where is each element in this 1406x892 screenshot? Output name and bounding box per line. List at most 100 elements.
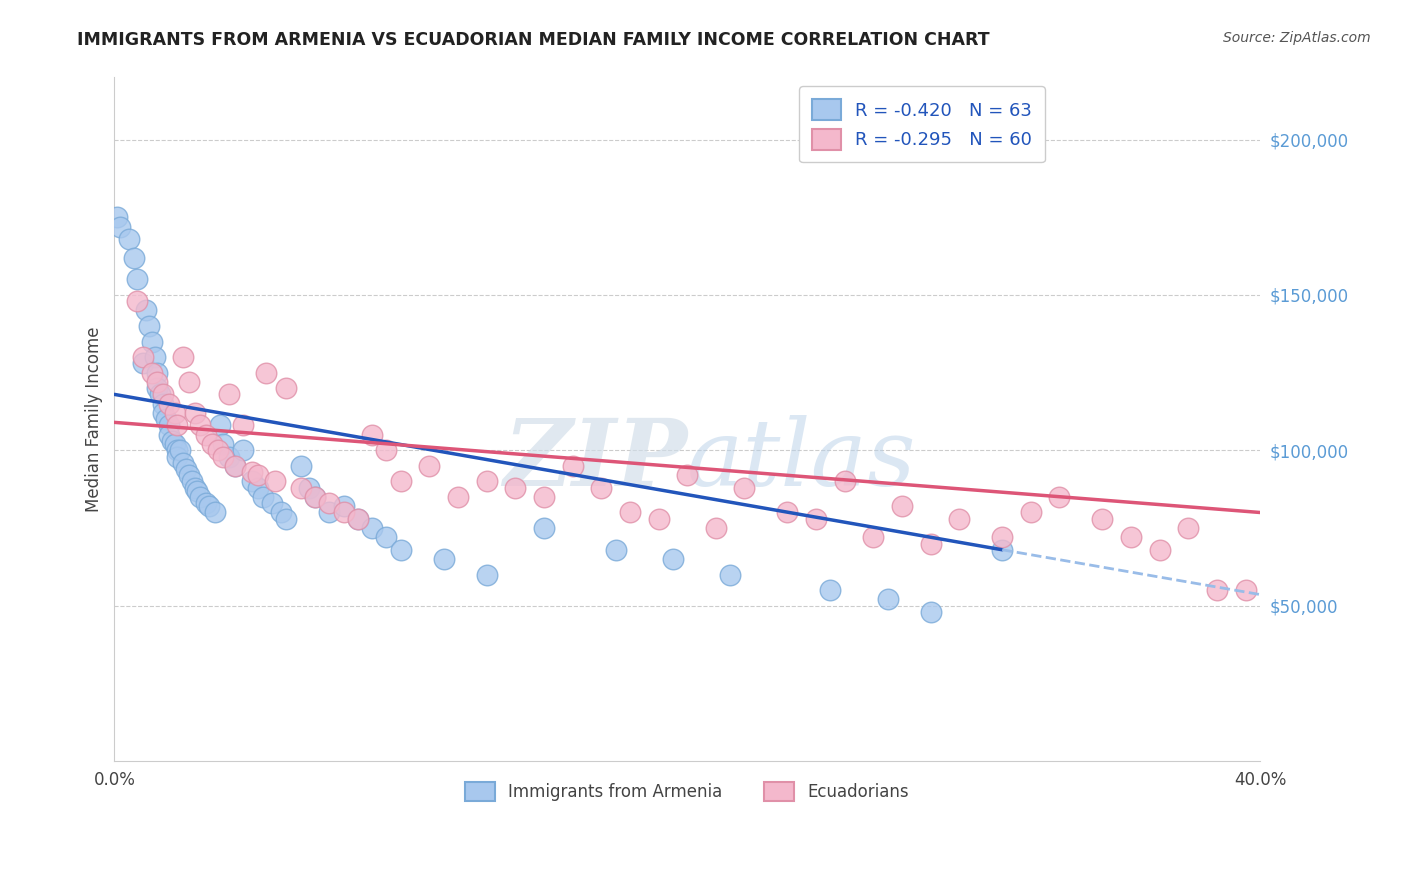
Point	[132, 356, 155, 370]
Point	[375, 443, 398, 458]
Point	[290, 458, 312, 473]
Point	[240, 465, 263, 479]
Point	[143, 350, 166, 364]
Point	[246, 481, 269, 495]
Point	[475, 475, 498, 489]
Point	[418, 458, 440, 473]
Point	[389, 475, 412, 489]
Point	[433, 552, 456, 566]
Text: IMMIGRANTS FROM ARMENIA VS ECUADORIAN MEDIAN FAMILY INCOME CORRELATION CHART: IMMIGRANTS FROM ARMENIA VS ECUADORIAN ME…	[77, 31, 990, 49]
Point	[447, 490, 470, 504]
Point	[533, 490, 555, 504]
Point	[1234, 583, 1257, 598]
Point	[163, 437, 186, 451]
Point	[201, 437, 224, 451]
Point	[290, 481, 312, 495]
Point	[1019, 506, 1042, 520]
Point	[1091, 511, 1114, 525]
Point	[183, 406, 205, 420]
Point	[132, 350, 155, 364]
Point	[198, 500, 221, 514]
Point	[118, 232, 141, 246]
Point	[240, 475, 263, 489]
Point	[948, 511, 970, 525]
Point	[1177, 521, 1199, 535]
Point	[152, 387, 174, 401]
Point	[141, 366, 163, 380]
Point	[252, 490, 274, 504]
Point	[212, 437, 235, 451]
Point	[776, 506, 799, 520]
Point	[318, 506, 340, 520]
Point	[733, 481, 755, 495]
Point	[891, 500, 914, 514]
Point	[141, 334, 163, 349]
Point	[332, 500, 354, 514]
Point	[820, 583, 842, 598]
Point	[218, 450, 240, 464]
Point	[991, 530, 1014, 544]
Point	[920, 605, 942, 619]
Point	[166, 418, 188, 433]
Point	[224, 458, 246, 473]
Point	[232, 443, 254, 458]
Point	[124, 251, 146, 265]
Point	[195, 427, 218, 442]
Point	[676, 468, 699, 483]
Point	[662, 552, 685, 566]
Point	[276, 511, 298, 525]
Point	[389, 542, 412, 557]
Point	[212, 450, 235, 464]
Point	[207, 443, 229, 458]
Point	[605, 542, 627, 557]
Point	[876, 592, 898, 607]
Point	[108, 219, 131, 234]
Point	[135, 303, 157, 318]
Point	[619, 506, 641, 520]
Point	[177, 375, 200, 389]
Point	[157, 397, 180, 411]
Point	[232, 418, 254, 433]
Point	[834, 475, 856, 489]
Point	[180, 475, 202, 489]
Point	[332, 506, 354, 520]
Point	[172, 456, 194, 470]
Point	[209, 418, 232, 433]
Point	[591, 481, 613, 495]
Point	[347, 511, 370, 525]
Point	[218, 387, 240, 401]
Point	[172, 350, 194, 364]
Point	[375, 530, 398, 544]
Point	[920, 536, 942, 550]
Point	[146, 375, 169, 389]
Point	[505, 481, 527, 495]
Point	[298, 481, 321, 495]
Point	[475, 567, 498, 582]
Point	[304, 490, 326, 504]
Point	[138, 319, 160, 334]
Point	[304, 490, 326, 504]
Point	[533, 521, 555, 535]
Point	[195, 496, 218, 510]
Point	[152, 397, 174, 411]
Point	[177, 468, 200, 483]
Point	[254, 366, 277, 380]
Point	[169, 443, 191, 458]
Point	[204, 506, 226, 520]
Point	[166, 443, 188, 458]
Point	[347, 511, 370, 525]
Point	[174, 462, 197, 476]
Point	[146, 366, 169, 380]
Point	[188, 490, 211, 504]
Point	[246, 468, 269, 483]
Point	[704, 521, 727, 535]
Point	[186, 483, 208, 498]
Point	[157, 427, 180, 442]
Point	[1049, 490, 1071, 504]
Point	[155, 412, 177, 426]
Point	[862, 530, 884, 544]
Point	[166, 450, 188, 464]
Point	[276, 381, 298, 395]
Point	[152, 406, 174, 420]
Point	[146, 381, 169, 395]
